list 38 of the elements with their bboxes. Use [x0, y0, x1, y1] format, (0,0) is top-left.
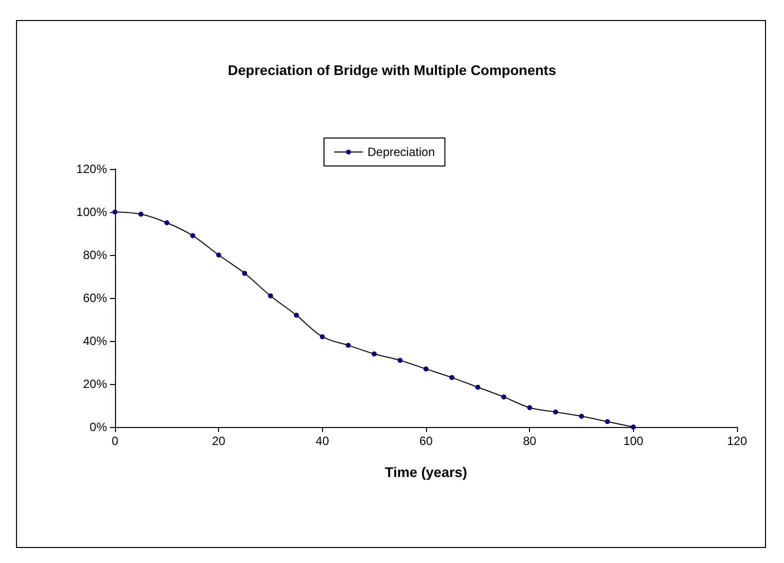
- y-tick-label: 100%: [76, 205, 108, 219]
- point: [475, 384, 480, 390]
- x-tick-label: 0: [112, 434, 119, 448]
- point: [294, 312, 299, 318]
- y-tick-label: 40%: [82, 334, 108, 348]
- point: [112, 210, 118, 214]
- point: [138, 212, 144, 217]
- point: [424, 366, 428, 372]
- x-tick-label: 120: [726, 434, 748, 448]
- x-tick-label: 60: [419, 434, 433, 448]
- y-tick-label: 60%: [82, 291, 108, 305]
- point: [268, 293, 273, 298]
- point: [346, 342, 351, 348]
- point: [579, 414, 584, 419]
- point: [604, 419, 610, 424]
- y-tick-label: 120%: [76, 162, 108, 176]
- point: [216, 252, 222, 258]
- point: [449, 375, 454, 380]
- point: [320, 334, 325, 340]
- x-tick-label: 40: [316, 434, 330, 448]
- x-tick-label: 100: [623, 434, 644, 448]
- point: [164, 220, 170, 226]
- y-tick-label: 20%: [82, 377, 108, 391]
- point: [372, 351, 377, 356]
- x-tick-label: 20: [212, 434, 226, 448]
- point: [501, 394, 506, 400]
- x-axis-title: Time (years): [384, 464, 468, 480]
- point: [398, 358, 403, 363]
- point: [553, 409, 558, 414]
- y-tick-label: 0%: [90, 420, 108, 434]
- chart-title: Depreciation of Bridge with Multiple Components: [228, 62, 556, 78]
- point: [242, 270, 248, 276]
- x-tick-label: 80: [522, 434, 537, 448]
- point: [190, 233, 196, 238]
- legend-label: Depreciation: [368, 145, 435, 159]
- y-tick-label: 80%: [82, 248, 108, 262]
- point: [527, 405, 532, 410]
- point: [630, 424, 636, 430]
